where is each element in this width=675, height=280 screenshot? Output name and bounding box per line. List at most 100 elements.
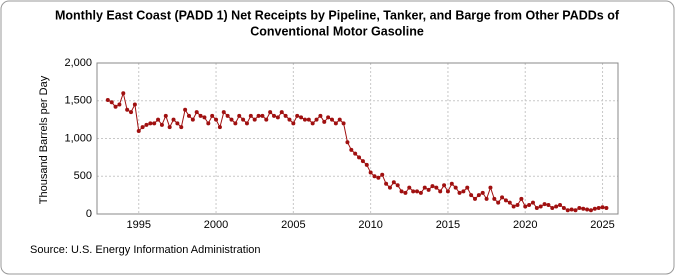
- data-point: [337, 117, 342, 122]
- data-point: [542, 202, 547, 207]
- data-point: [507, 200, 512, 205]
- data-point: [326, 115, 331, 120]
- data-point: [349, 147, 354, 152]
- data-point: [546, 202, 551, 207]
- data-point: [461, 189, 466, 194]
- data-point: [152, 121, 157, 126]
- data-point: [322, 119, 327, 124]
- data-line: [107, 91, 607, 211]
- data-point: [430, 184, 435, 189]
- chart-title-line2: Conventional Motor Gasoline: [250, 24, 424, 38]
- data-point: [503, 198, 508, 203]
- source: Source: U.S. Energy Information Administ…: [30, 244, 261, 256]
- data-point: [291, 121, 296, 126]
- data-point: [287, 117, 292, 122]
- data-point: [480, 190, 485, 195]
- data-point: [476, 193, 481, 198]
- data-point: [496, 200, 501, 205]
- data-point: [527, 202, 532, 207]
- data-point: [175, 121, 180, 126]
- data-point: [380, 172, 385, 177]
- data-point: [418, 190, 423, 195]
- data-point: [268, 110, 273, 115]
- data-point: [391, 180, 396, 185]
- data-point: [384, 181, 389, 186]
- data-point: [426, 187, 431, 192]
- data-point: [515, 202, 520, 207]
- data-point: [159, 122, 164, 127]
- data-point: [453, 185, 458, 190]
- data-point: [310, 121, 315, 126]
- data-point: [395, 183, 400, 188]
- data-point: [581, 206, 586, 211]
- data-point: [357, 155, 362, 160]
- data-point: [299, 115, 304, 120]
- data-point: [179, 125, 184, 130]
- data-point: [214, 117, 219, 122]
- data-point: [484, 196, 489, 201]
- data-point: [144, 122, 149, 127]
- data-point: [558, 202, 563, 207]
- data-point: [171, 117, 176, 122]
- data-point: [434, 185, 439, 190]
- data-point: [492, 196, 497, 201]
- data-point: [190, 117, 195, 122]
- x-tick-label: 2020: [513, 219, 537, 231]
- data-point: [217, 125, 222, 130]
- data-point: [206, 121, 211, 126]
- y-tick-label: 500: [74, 170, 92, 182]
- data-point: [256, 113, 261, 118]
- data-point: [345, 140, 350, 145]
- data-point: [314, 117, 319, 122]
- data-point: [465, 185, 470, 190]
- data-point: [403, 190, 408, 195]
- data-point: [237, 113, 242, 118]
- data-point: [140, 125, 145, 130]
- data-point: [442, 183, 447, 188]
- x-tick-label: 2010: [358, 219, 382, 231]
- data-point: [360, 159, 365, 164]
- data-point: [260, 113, 265, 118]
- data-point: [511, 204, 516, 209]
- y-tick-label: 1,000: [64, 132, 92, 144]
- data-point: [241, 117, 246, 122]
- data-point: [233, 121, 238, 126]
- data-point: [592, 206, 597, 211]
- data-point: [376, 175, 381, 180]
- data-point: [229, 117, 234, 122]
- data-point: [538, 204, 543, 209]
- data-point: [302, 117, 307, 122]
- x-tick-label: 2015: [436, 219, 460, 231]
- data-point: [438, 189, 443, 194]
- data-point: [113, 104, 118, 109]
- data-point: [244, 121, 249, 126]
- data-point: [148, 121, 153, 126]
- data-point: [202, 115, 207, 120]
- data-point: [585, 207, 590, 212]
- x-tick-label: 2005: [281, 219, 305, 231]
- data-point: [121, 91, 126, 96]
- data-point: [577, 205, 582, 210]
- data-point: [415, 189, 420, 194]
- data-point: [329, 117, 334, 122]
- data-point: [411, 189, 416, 194]
- data-point: [469, 193, 474, 198]
- data-point: [279, 110, 284, 115]
- data-point: [306, 117, 311, 122]
- data-point: [341, 121, 346, 126]
- data-point: [364, 162, 369, 167]
- data-point: [318, 113, 323, 118]
- data-point: [387, 185, 392, 190]
- y-tick-label: 2,000: [64, 57, 92, 69]
- x-tick-label: 1995: [126, 219, 150, 231]
- data-point: [117, 102, 122, 107]
- data-point: [569, 207, 574, 212]
- data-point: [198, 113, 203, 118]
- data-point: [604, 205, 609, 210]
- data-point: [136, 128, 141, 133]
- data-point: [407, 185, 412, 190]
- data-point: [530, 200, 535, 205]
- chart-title: Monthly East Coast (PADD 1) Net Receipts…: [55, 8, 620, 22]
- data-point: [210, 113, 215, 118]
- data-point: [353, 151, 358, 156]
